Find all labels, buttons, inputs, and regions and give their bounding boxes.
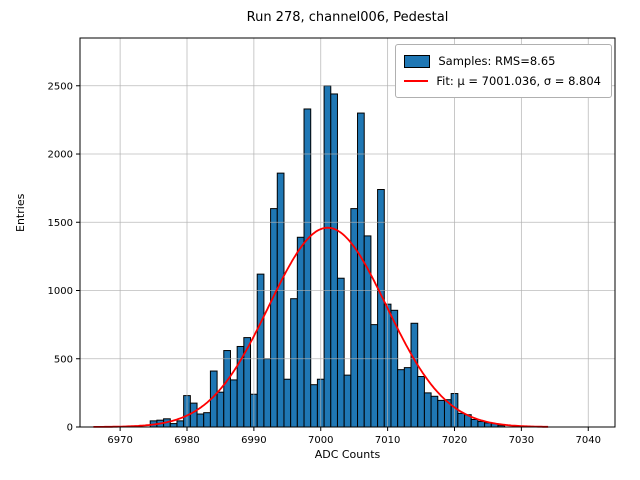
svg-text:6990: 6990 (241, 435, 266, 446)
y-axis-label: Entries (14, 193, 27, 232)
samples-swatch-icon (404, 54, 431, 68)
svg-text:7030: 7030 (509, 435, 534, 446)
plot-title: Run 278, channel006, Pedestal (246, 10, 449, 25)
x-axis-label: ADC Counts (314, 448, 381, 461)
legend-samples-label: Samples: RMS=8.65 (438, 54, 556, 68)
svg-text:7010: 7010 (375, 435, 400, 446)
legend-item-samples: Samples: RMS=8.65 (404, 51, 601, 71)
svg-text:500: 500 (54, 354, 73, 365)
svg-text:7020: 7020 (442, 435, 467, 446)
svg-text:7000: 7000 (308, 435, 333, 446)
svg-text:7040: 7040 (576, 435, 601, 446)
svg-text:2000: 2000 (48, 150, 73, 161)
svg-text:6980: 6980 (174, 435, 199, 446)
svg-text:1500: 1500 (48, 218, 73, 229)
svg-text:1000: 1000 (48, 286, 73, 297)
svg-text:0: 0 (67, 423, 73, 434)
legend-fit-label: Fit: μ = 7001.036, σ = 8.804 (436, 74, 601, 88)
svg-text:2500: 2500 (48, 81, 73, 92)
fit-line-swatch-icon (404, 80, 429, 82)
legend: Samples: RMS=8.65 Fit: μ = 7001.036, σ =… (395, 44, 612, 98)
svg-text:6970: 6970 (107, 435, 132, 446)
legend-item-fit: Fit: μ = 7001.036, σ = 8.804 (404, 71, 601, 91)
